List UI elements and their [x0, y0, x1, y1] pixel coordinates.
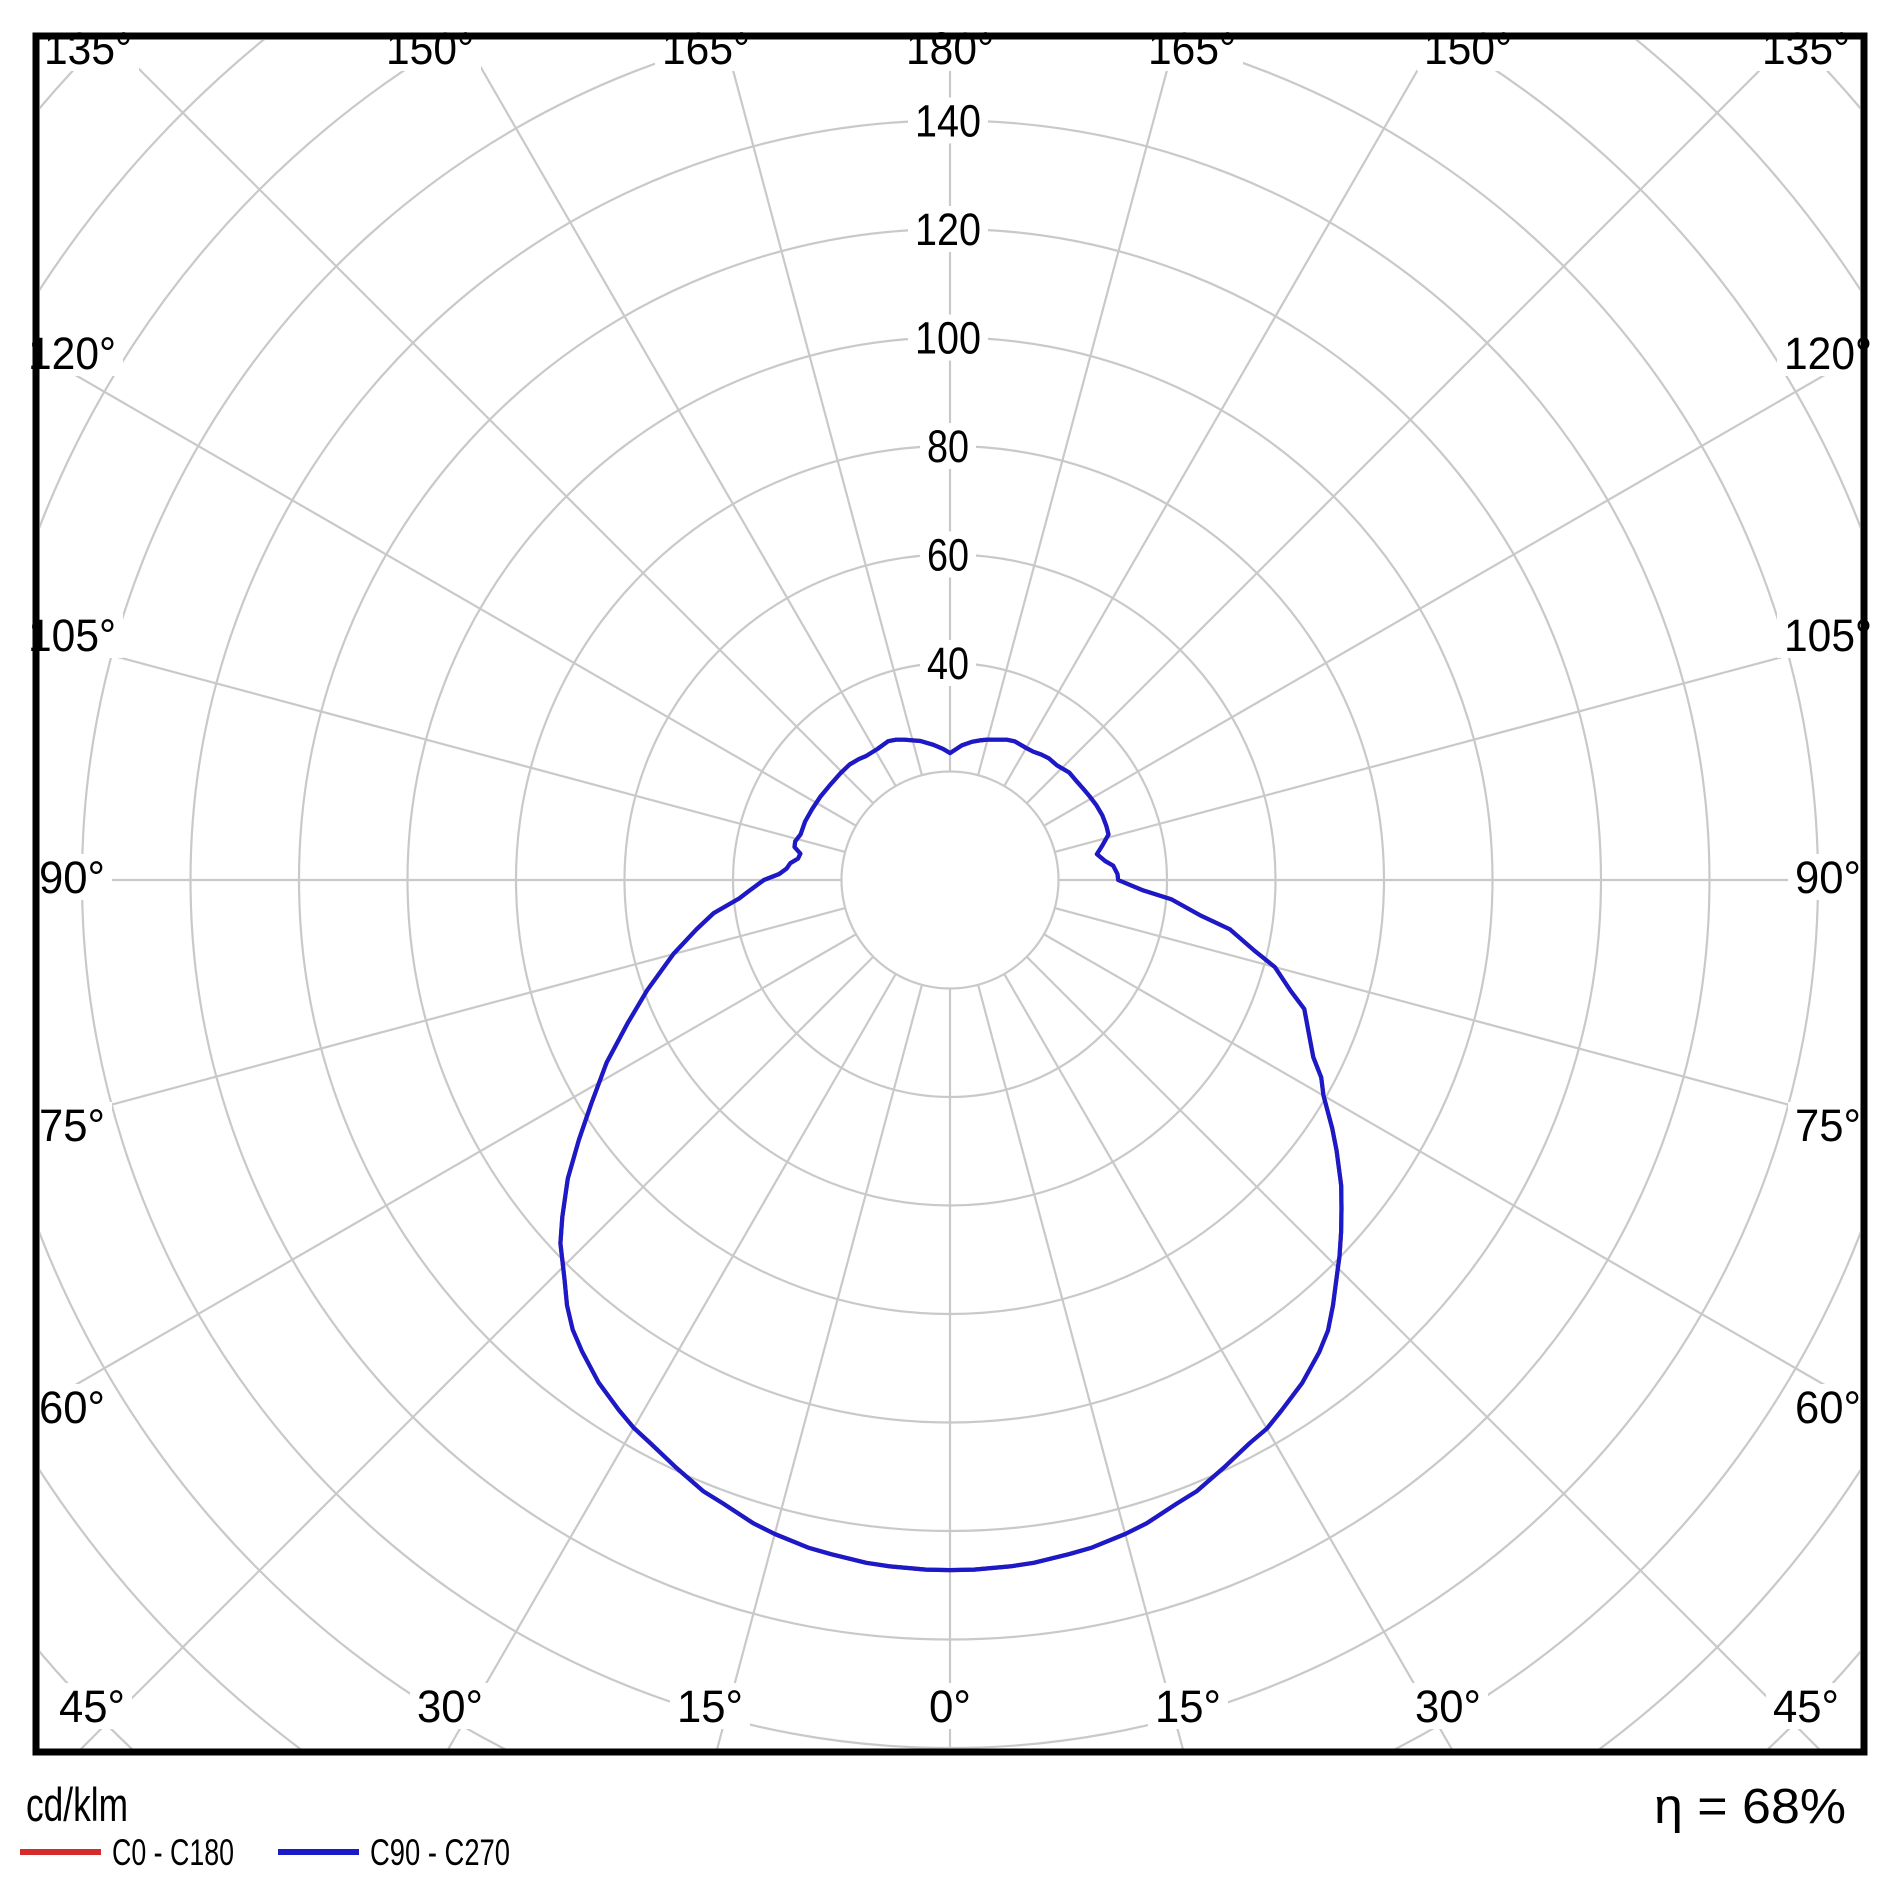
angle-label-bottom: 30° — [1415, 1681, 1481, 1732]
grid-spoke — [977, 984, 1184, 1749]
radial-tick-label-bg — [920, 531, 976, 578]
radial-tick-label-bg — [908, 314, 988, 361]
angle-label-left: 105° — [28, 610, 116, 661]
grid-spoke — [40, 907, 846, 1125]
angle-label-left-bg — [32, 1384, 112, 1430]
radial-tick-label-bg — [908, 97, 988, 144]
angle-label-bottom-bg — [410, 1683, 490, 1729]
grid-spoke — [723, 40, 923, 776]
angle-label-bottom-bg — [670, 1683, 750, 1729]
efficiency-label: η = 68% — [1654, 1780, 1846, 1834]
plot-frame — [32, 32, 1868, 1756]
angle-label-top: 135° — [1762, 23, 1850, 74]
radial-tick-label-bg — [920, 423, 976, 469]
grid-circle — [840, 770, 1060, 990]
radial-tick-label: 100 — [915, 313, 981, 364]
angle-label-right: 120° — [1784, 328, 1872, 379]
grid-spoke — [1054, 907, 1860, 1125]
angle-label-bottom-bg — [1148, 1683, 1228, 1729]
distribution-curves — [558, 737, 1344, 1573]
angle-label-bottom: 45° — [1773, 1681, 1839, 1732]
angle-label-bottom: 15° — [677, 1681, 743, 1732]
angle-label-bottom-bg — [922, 1683, 978, 1729]
angle-label-left-bg — [32, 854, 112, 900]
radial-tick-label: 80 — [927, 421, 969, 472]
radial-tick-label-bg — [908, 206, 988, 252]
angle-label-bottom: 15° — [1155, 1681, 1221, 1732]
radial-tick-label: 140 — [915, 96, 981, 147]
angle-label-top: 150° — [1424, 23, 1512, 74]
angle-label-bottom: 0° — [929, 1681, 971, 1732]
legend-label-c0-c180: C0 - C180 — [112, 1832, 234, 1873]
grid-spoke — [79, 955, 875, 1749]
angle-label-right-bg — [1788, 1102, 1868, 1148]
units-label: cd/klm — [26, 1778, 128, 1831]
angle-label-left-bg — [32, 1102, 112, 1148]
angle-label-right: 90° — [1795, 852, 1861, 903]
grid-spoke — [1043, 353, 1860, 827]
angle-label-left: 120° — [28, 328, 116, 379]
grid-spoke — [977, 40, 1177, 776]
grid-spoke — [40, 635, 846, 853]
radial-tick-label: 60 — [927, 530, 969, 581]
angle-label-right-bg — [1788, 854, 1868, 900]
angle-label-top: 150° — [386, 23, 474, 74]
angle-label-left: 60° — [39, 1382, 105, 1433]
angle-label-top: 180° — [906, 23, 994, 74]
angle-label-left: 90° — [39, 852, 105, 903]
angle-label-top: 165° — [662, 23, 750, 74]
angle-label-bottom: 45° — [59, 1681, 125, 1732]
grid-spoke — [1025, 40, 1792, 805]
radial-tick-label: 40 — [927, 638, 969, 689]
angle-label-top: 135° — [44, 23, 132, 74]
angle-label-bottom: 30° — [417, 1681, 483, 1732]
grid-spoke — [1043, 933, 1860, 1407]
grid-spoke — [1003, 973, 1453, 1749]
legend-label-c90-c270: C90 - C270 — [370, 1832, 510, 1873]
grid-spoke — [40, 353, 857, 827]
grid-spoke — [40, 933, 857, 1407]
angle-label-bottom-bg — [1408, 1683, 1488, 1729]
angle-label-top: 165° — [1148, 23, 1236, 74]
angle-label-right-bg — [1788, 1384, 1868, 1430]
grid-spoke — [447, 973, 897, 1749]
angle-label-left: 75° — [39, 1100, 105, 1151]
grid-spoke — [1003, 40, 1437, 787]
grid-spoke — [108, 40, 875, 805]
grid-spoke — [463, 40, 897, 787]
radial-tick-label-bg — [920, 640, 976, 686]
grid-labels: 135° 150° 165° 180° 165° 150° 135° 45° 30° 15° 0° 1… — [21, 23, 1879, 1732]
angle-label-right: 75° — [1795, 1100, 1861, 1151]
radial-tick-label: 120 — [915, 204, 981, 255]
angle-label-bottom-bg — [1766, 1683, 1846, 1729]
angle-label-right: 60° — [1795, 1382, 1861, 1433]
angle-label-right: 105° — [1784, 610, 1872, 661]
curve-c90-c270 — [558, 737, 1344, 1573]
grid-spoke — [1054, 635, 1860, 853]
angle-label-bottom-bg — [52, 1683, 132, 1729]
grid-spoke — [716, 984, 923, 1749]
grid-spoke — [1025, 955, 1821, 1749]
